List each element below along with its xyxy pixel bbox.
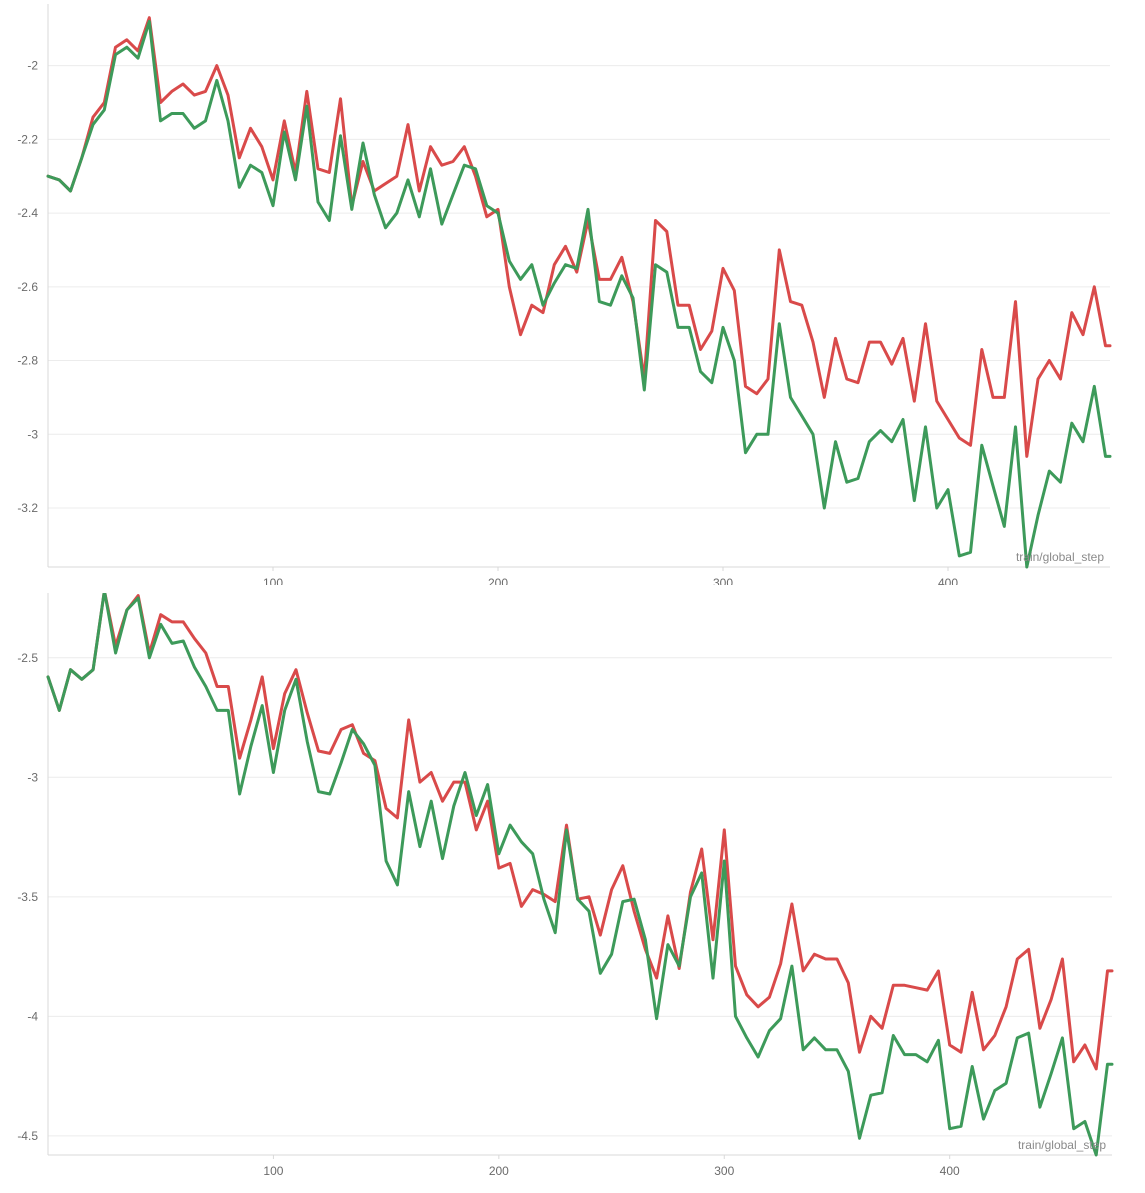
series-green-line bbox=[46, 19, 1112, 569]
x-tick-label: 100 bbox=[263, 1164, 283, 1178]
y-tick-label: -2.5 bbox=[17, 651, 38, 665]
x-axis-label: train/global_step bbox=[1016, 550, 1104, 564]
x-tick-label: 400 bbox=[940, 1164, 960, 1178]
x-tick-label: 400 bbox=[938, 576, 958, 585]
x-tick-label: 100 bbox=[263, 576, 283, 585]
series-red-line bbox=[46, 593, 1114, 1071]
chart-top: -3.2 -3 -2.8 -2.6 -2.4 -2.2 -2 100 200 300 400 trai… bbox=[17, 4, 1112, 585]
y-tick-label: -3 bbox=[27, 770, 38, 784]
x-tick-label: 200 bbox=[489, 1164, 509, 1178]
x-tick-label: 200 bbox=[488, 576, 508, 585]
x-tick-label: 300 bbox=[713, 576, 733, 585]
y-tick-label: -4.5 bbox=[17, 1129, 38, 1143]
y-tick-label: -2.2 bbox=[17, 132, 38, 146]
series-red-line bbox=[46, 16, 1112, 458]
x-tick-label: 300 bbox=[714, 1164, 734, 1178]
y-tick-label: -3.5 bbox=[17, 890, 38, 904]
y-tick-label: -4 bbox=[27, 1009, 38, 1023]
y-tick-label: -2.6 bbox=[17, 280, 38, 294]
x-axis-label: train/global_step bbox=[1018, 1138, 1106, 1152]
y-tick-label: -2.8 bbox=[17, 354, 38, 368]
y-tick-label: -3 bbox=[27, 427, 38, 441]
y-tick-label: -3.2 bbox=[17, 501, 38, 515]
y-tick-label: -2.4 bbox=[17, 206, 38, 220]
chart-bottom: -4.5 -4 -3.5 -3 -2.5 100 200 300 400 train/global… bbox=[17, 593, 1114, 1178]
series-green-line bbox=[46, 593, 1114, 1157]
y-tick-label: -2 bbox=[27, 59, 38, 73]
